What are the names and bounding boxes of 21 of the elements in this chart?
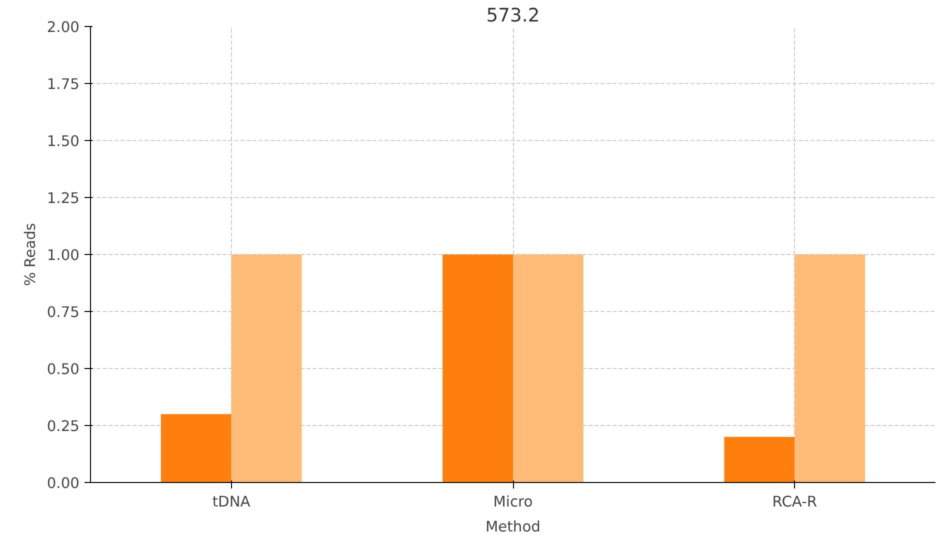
y-tick-label: 0.25 <box>46 418 80 435</box>
y-tick-label: 1.75 <box>46 76 80 93</box>
y-tick-label: 2.00 <box>46 19 80 36</box>
x-tick-label: tDNA <box>212 494 250 510</box>
y-tick-label: 1.25 <box>46 190 80 207</box>
bar <box>794 254 866 482</box>
y-tick-label: 1.00 <box>46 247 80 264</box>
y-tick-label: 1.50 <box>46 133 80 150</box>
bar <box>442 254 513 482</box>
y-tick-label: 0.00 <box>46 475 80 492</box>
x-tick-label: Micro <box>493 494 533 510</box>
y-tick-label: 0.75 <box>46 304 80 321</box>
y-tick-label: 0.50 <box>46 361 80 378</box>
bar <box>231 254 302 482</box>
x-axis-title: Method <box>486 518 540 536</box>
y-axis-title: % Reads <box>22 222 39 286</box>
bar <box>724 436 795 482</box>
bar <box>160 414 232 482</box>
chart-title: 573.2 <box>486 6 540 26</box>
x-tick-label: RCA-R <box>772 494 818 510</box>
bar <box>513 254 584 482</box>
